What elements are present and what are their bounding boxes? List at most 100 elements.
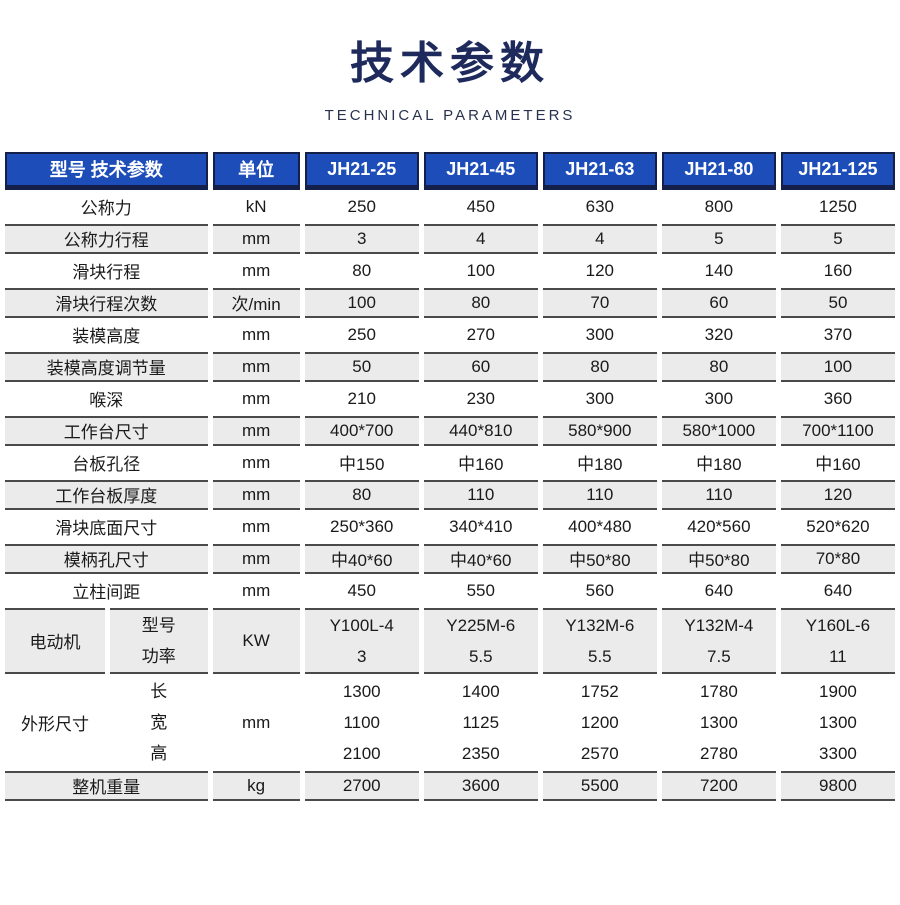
value-cell: 230 — [423, 383, 538, 414]
motor-model-label: 型号 — [141, 615, 176, 635]
unit-cell: kN — [212, 191, 300, 222]
page-title: 技术参数 — [350, 39, 550, 88]
value-cell: 450 — [304, 575, 419, 606]
value-cell: 中50*80 — [661, 543, 776, 574]
motor-value-cell: Y100L-4 3 — [304, 607, 419, 674]
value-cell: 120 — [780, 479, 895, 510]
value-cell: 120 — [542, 255, 657, 286]
value-cell: 100 — [423, 255, 538, 286]
value-cell: 中40*60 — [423, 543, 538, 574]
unit-cell: mm — [212, 447, 300, 478]
unit-cell: mm — [212, 511, 300, 542]
motor-value-cell: Y132M-4 7.5 — [661, 607, 776, 674]
value-cell: 440*810 — [423, 415, 538, 446]
technical-parameters-table: 型号 技术参数 单位 JH21-25 JH21-45 JH21-63 JH21-… — [0, 150, 900, 803]
value-cell: 450 — [423, 191, 538, 222]
value-cell: 中50*80 — [542, 543, 657, 574]
value-cell: 70 — [542, 287, 657, 318]
value-cell: 340*410 — [423, 511, 538, 542]
motor-section-row: 电动机 型号 功率 KW Y100L-4 3 Y225M-6 5.5 Y132M-6… — [5, 607, 895, 674]
value-cell: 250*360 — [304, 511, 419, 542]
unit-cell: 次/min — [212, 287, 300, 318]
unit-cell: mm — [212, 383, 300, 414]
value-cell: 110 — [661, 479, 776, 510]
param-label: 整机重量 — [5, 770, 208, 801]
value-cell: 580*900 — [542, 415, 657, 446]
value-cell: 中180 — [661, 447, 776, 478]
length-label: 长 — [150, 681, 168, 701]
value-cell: 320 — [661, 319, 776, 350]
dimensions-value-cell: 1752 1200 2570 — [542, 675, 657, 769]
value-cell: 520*620 — [780, 511, 895, 542]
value-cell: 5500 — [542, 770, 657, 801]
value-cell: 5 — [661, 223, 776, 254]
dimensions-unit-cell: mm — [212, 675, 300, 769]
param-label: 装模高度 — [5, 319, 208, 350]
value-cell: 70*80 — [780, 543, 895, 574]
param-label: 滑块底面尺寸 — [5, 511, 208, 542]
value-cell: 中180 — [542, 447, 657, 478]
param-label: 滑块行程次数 — [5, 287, 208, 318]
value-cell: 9800 — [780, 770, 895, 801]
table-row: 工作台板厚度 mm 80 110 110 110 120 — [5, 479, 895, 510]
header-model-0: JH21-25 — [304, 151, 419, 190]
width-label: 宽 — [150, 712, 168, 732]
table-row: 滑块行程 mm 80 100 120 140 160 — [5, 255, 895, 286]
value-cell: 250 — [304, 191, 419, 222]
value-cell: 80 — [304, 479, 419, 510]
table-row: 台板孔径 mm 中150 中160 中180 中180 中160 — [5, 447, 895, 478]
dimensions-section-row: 外形尺寸 长 宽 高 mm 1300 1100 2100 1400 1125 2350 … — [5, 675, 895, 769]
value-cell: 300 — [661, 383, 776, 414]
value-cell: 4 — [542, 223, 657, 254]
table-row: 滑块行程次数 次/min 100 80 70 60 50 — [5, 287, 895, 318]
header-model-4: JH21-125 — [780, 151, 895, 190]
motor-value-cell: Y160L-6 11 — [780, 607, 895, 674]
motor-group-text: 电动机 — [29, 633, 81, 653]
value-cell: 580*1000 — [661, 415, 776, 446]
unit-cell: mm — [212, 319, 300, 350]
value-cell: 420*560 — [661, 511, 776, 542]
param-label: 立柱间距 — [5, 575, 208, 606]
value-cell: 370 — [780, 319, 895, 350]
param-label: 滑块行程 — [5, 255, 208, 286]
value-cell: 110 — [542, 479, 657, 510]
header-unit: 单位 — [212, 151, 300, 190]
param-label: 台板孔径 — [5, 447, 208, 478]
table-row: 滑块底面尺寸 mm 250*360 340*410 400*480 420*56… — [5, 511, 895, 542]
value-cell: 140 — [661, 255, 776, 286]
motor-value-cell: Y132M-6 5.5 — [542, 607, 657, 674]
value-cell: 5 — [780, 223, 895, 254]
value-cell: 640 — [661, 575, 776, 606]
table-row: 装模高度调节量 mm 50 60 80 80 100 — [5, 351, 895, 382]
value-cell: 中150 — [304, 447, 419, 478]
header-param: 型号 技术参数 — [5, 151, 208, 190]
value-cell: 50 — [304, 351, 419, 382]
value-cell: 80 — [304, 255, 419, 286]
param-label: 公称力行程 — [5, 223, 208, 254]
page-subtitle: TECHNICAL PARAMETERS — [324, 106, 576, 124]
motor-group-label: 电动机 — [5, 607, 106, 674]
header-model-2: JH21-63 — [542, 151, 657, 190]
value-cell: 中160 — [423, 447, 538, 478]
title-block: 技术参数 TECHNICAL PARAMETERS — [0, 0, 900, 124]
value-cell: 4 — [423, 223, 538, 254]
table-row: 装模高度 mm 250 270 300 320 370 — [5, 319, 895, 350]
value-cell: 640 — [780, 575, 895, 606]
height-label: 高 — [150, 743, 168, 763]
dimensions-sub-labels: 长 宽 高 — [110, 675, 208, 769]
value-cell: 250 — [304, 319, 419, 350]
param-label: 模柄孔尺寸 — [5, 543, 208, 574]
table-row: 立柱间距 mm 450 550 560 640 640 — [5, 575, 895, 606]
dimensions-value-cell: 1300 1100 2100 — [304, 675, 419, 769]
dimensions-unit: mm — [241, 712, 271, 732]
weight-row: 整机重量 kg 2700 3600 5500 7200 9800 — [5, 770, 895, 801]
value-cell: 80 — [542, 351, 657, 382]
header-model-3: JH21-80 — [661, 151, 776, 190]
value-cell: 160 — [780, 255, 895, 286]
param-label: 公称力 — [5, 191, 208, 222]
unit-cell: mm — [212, 575, 300, 606]
dimensions-value-cell: 1400 1125 2350 — [423, 675, 538, 769]
table-row: 模柄孔尺寸 mm 中40*60 中40*60 中50*80 中50*80 70*… — [5, 543, 895, 574]
value-cell: 7200 — [661, 770, 776, 801]
value-cell: 3600 — [423, 770, 538, 801]
